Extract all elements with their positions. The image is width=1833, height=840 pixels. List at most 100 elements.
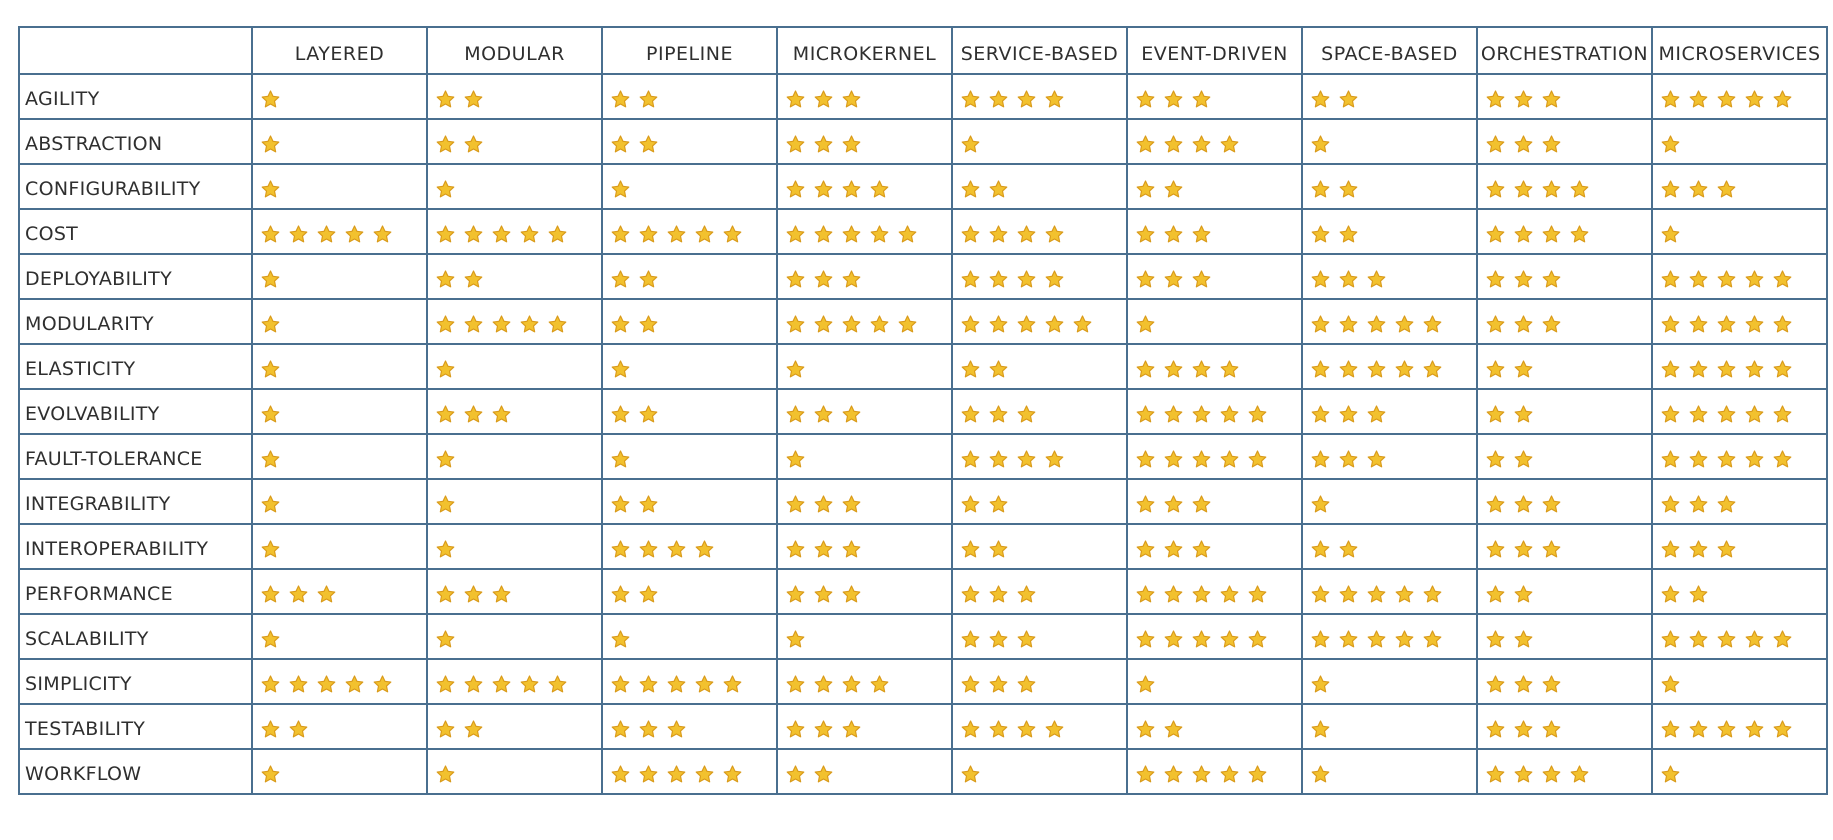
star-icon [1772, 89, 1793, 110]
rating-cell [601, 73, 778, 120]
rating-cell [251, 343, 428, 390]
rating-cell [601, 568, 778, 615]
star-icon [1688, 179, 1709, 200]
rating-cell [1476, 658, 1653, 705]
star-icon [869, 224, 890, 245]
rating-cell [251, 433, 428, 480]
star-icon [960, 269, 981, 290]
rating-cell [251, 703, 428, 750]
table-row: SCALABILITY [18, 613, 1828, 660]
star-icon [1772, 449, 1793, 470]
rating-cell [1301, 658, 1478, 705]
star-icon [1247, 629, 1268, 650]
rating-cell [951, 478, 1128, 525]
rating-cell [1301, 388, 1478, 435]
rating-cell [951, 568, 1128, 615]
rating-cell [1651, 568, 1828, 615]
rating-cell [1126, 523, 1303, 570]
star-icon [1772, 269, 1793, 290]
star-icon [1660, 179, 1681, 200]
star-icon [463, 719, 484, 740]
table-row: TESTABILITY [18, 703, 1828, 750]
star-icon [1513, 89, 1534, 110]
rating-cell [951, 433, 1128, 480]
star-icon [260, 629, 281, 650]
star-icon [1513, 179, 1534, 200]
star-icon [1310, 89, 1331, 110]
rating-cell [1126, 568, 1303, 615]
star-icon [1660, 224, 1681, 245]
star-icon [1688, 494, 1709, 515]
star-icon [1219, 629, 1240, 650]
star-icon [1016, 224, 1037, 245]
rating-cell [601, 748, 778, 795]
column-header: EVENT-DRIVEN [1126, 26, 1303, 75]
star-icon [1513, 359, 1534, 380]
rating-cell [601, 703, 778, 750]
star-icon [1716, 719, 1737, 740]
rating-cell [1301, 433, 1478, 480]
star-icon [1191, 449, 1212, 470]
table-row: FAULT-TOLERANCE [18, 433, 1828, 480]
rating-cell [1301, 208, 1478, 255]
star-icon [463, 269, 484, 290]
rating-cell [776, 343, 953, 390]
star-icon [610, 224, 631, 245]
star-icon [1191, 359, 1212, 380]
star-icon [1688, 629, 1709, 650]
star-icon [463, 134, 484, 155]
star-icon [1163, 539, 1184, 560]
star-icon [1310, 224, 1331, 245]
rating-cell [601, 388, 778, 435]
star-icon [960, 449, 981, 470]
star-icon [435, 449, 456, 470]
star-icon [988, 314, 1009, 335]
star-icon [988, 674, 1009, 695]
star-icon [1513, 719, 1534, 740]
rating-cell [251, 253, 428, 300]
star-icon [960, 134, 981, 155]
star-icon [610, 314, 631, 335]
star-icon [1688, 404, 1709, 425]
star-icon [610, 719, 631, 740]
star-icon [1485, 224, 1506, 245]
star-icon [1016, 449, 1037, 470]
star-icon [1338, 269, 1359, 290]
column-header: SERVICE-BASED [951, 26, 1128, 75]
rating-cell [1651, 748, 1828, 795]
star-icon [1310, 719, 1331, 740]
rating-cell [776, 568, 953, 615]
star-icon [1744, 269, 1765, 290]
star-icon [897, 224, 918, 245]
star-icon [1716, 89, 1737, 110]
star-icon [435, 359, 456, 380]
star-icon [435, 629, 456, 650]
star-icon [869, 179, 890, 200]
star-icon [1310, 539, 1331, 560]
rating-cell [251, 298, 428, 345]
star-icon [1219, 449, 1240, 470]
star-icon [260, 89, 281, 110]
rating-cell [601, 298, 778, 345]
star-icon [1135, 89, 1156, 110]
star-icon [785, 629, 806, 650]
rating-cell [1301, 568, 1478, 615]
star-icon [813, 584, 834, 605]
star-icon [785, 89, 806, 110]
row-label: DEPLOYABILITY [18, 253, 253, 300]
rating-cell [776, 748, 953, 795]
star-icon [1163, 89, 1184, 110]
star-icon [666, 539, 687, 560]
star-icon [1163, 179, 1184, 200]
rating-cell [426, 613, 603, 660]
rating-cell [951, 253, 1128, 300]
star-icon [1310, 269, 1331, 290]
star-icon [435, 179, 456, 200]
star-icon [1191, 629, 1212, 650]
star-icon [813, 674, 834, 695]
star-icon [1366, 404, 1387, 425]
star-icon [638, 719, 659, 740]
rating-cell [1476, 163, 1653, 210]
rating-cell [1126, 208, 1303, 255]
star-icon [1016, 89, 1037, 110]
